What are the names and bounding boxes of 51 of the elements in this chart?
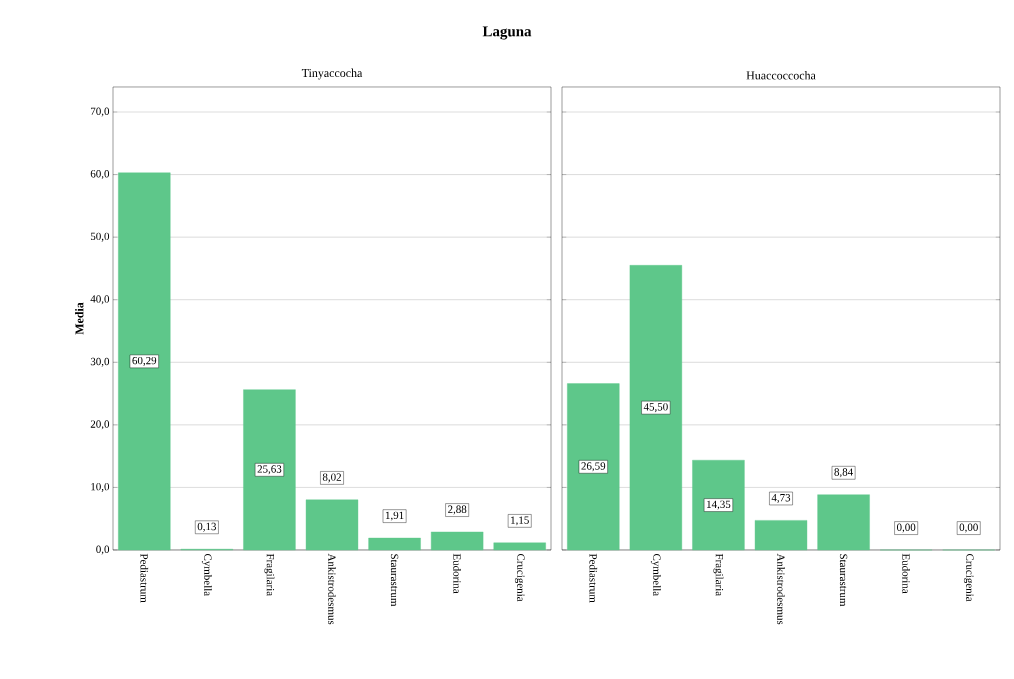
data-label: 4,73	[771, 494, 791, 503]
x-tick-label: Fragilaria	[713, 553, 724, 596]
x-tick-label: Staurastrum	[839, 554, 848, 607]
chart-subtitle: Huaccoccocha	[746, 71, 816, 80]
y-tick-label: 40,0	[90, 295, 110, 305]
bar	[243, 389, 296, 551]
x-tick-label: Cymbella	[201, 553, 212, 596]
x-tick-label: Crucigenia	[963, 553, 974, 602]
y-tick-label: 70,0	[91, 107, 110, 117]
y-tick-label: 10,0	[91, 482, 110, 492]
y-tick-label: 20,0	[90, 420, 110, 430]
y-axis-title: Media	[75, 302, 84, 335]
x-tick-label: Cymbella	[650, 553, 661, 596]
bar	[817, 494, 870, 551]
chart-title: Laguna	[482, 26, 532, 40]
bar	[305, 499, 359, 551]
y-tick-label: 60,0	[90, 170, 110, 180]
x-tick-label: Fragilaria	[264, 553, 275, 596]
bar	[629, 265, 683, 551]
x-tick-label: Pediastrum	[589, 553, 598, 603]
data-label: 45,50	[643, 403, 668, 413]
x-tick-label: Eudorina	[902, 553, 910, 594]
data-label: 1,15	[511, 516, 529, 526]
x-tick-label: Crucigenia	[514, 553, 525, 602]
data-label: 2,88	[448, 505, 467, 515]
data-label: 8,02	[322, 473, 341, 483]
x-tick-label: Pediastrum	[140, 553, 149, 603]
data-label: 8,84	[834, 468, 853, 478]
y-tick-label: 0,0	[96, 545, 110, 555]
bar	[430, 531, 484, 551]
data-label: 26,59	[581, 462, 606, 472]
data-label: 1,91	[385, 511, 404, 521]
bar	[692, 460, 745, 551]
bar	[118, 172, 171, 551]
data-label: 0,00	[896, 523, 916, 533]
bar	[567, 383, 620, 551]
data-label: 60,29	[132, 356, 157, 366]
x-tick-label: Ankistrodesmus	[328, 553, 336, 625]
x-tick-label: Staurastrum	[390, 554, 399, 607]
x-tick-label: Eudorina	[453, 553, 461, 594]
x-tick-label: Ankistrodesmus	[777, 553, 785, 625]
data-label: 0,13	[197, 522, 217, 532]
y-tick-label: 30,0	[90, 357, 110, 367]
data-label: 0,00	[959, 523, 978, 533]
bar	[754, 520, 808, 551]
bar	[493, 542, 546, 551]
chart-subtitle: Tinyaccocha	[301, 68, 363, 80]
y-tick-label: 50,0	[90, 232, 110, 242]
data-label: 25,63	[257, 465, 282, 475]
bar	[368, 537, 421, 551]
data-label: 14,35	[707, 500, 731, 510]
